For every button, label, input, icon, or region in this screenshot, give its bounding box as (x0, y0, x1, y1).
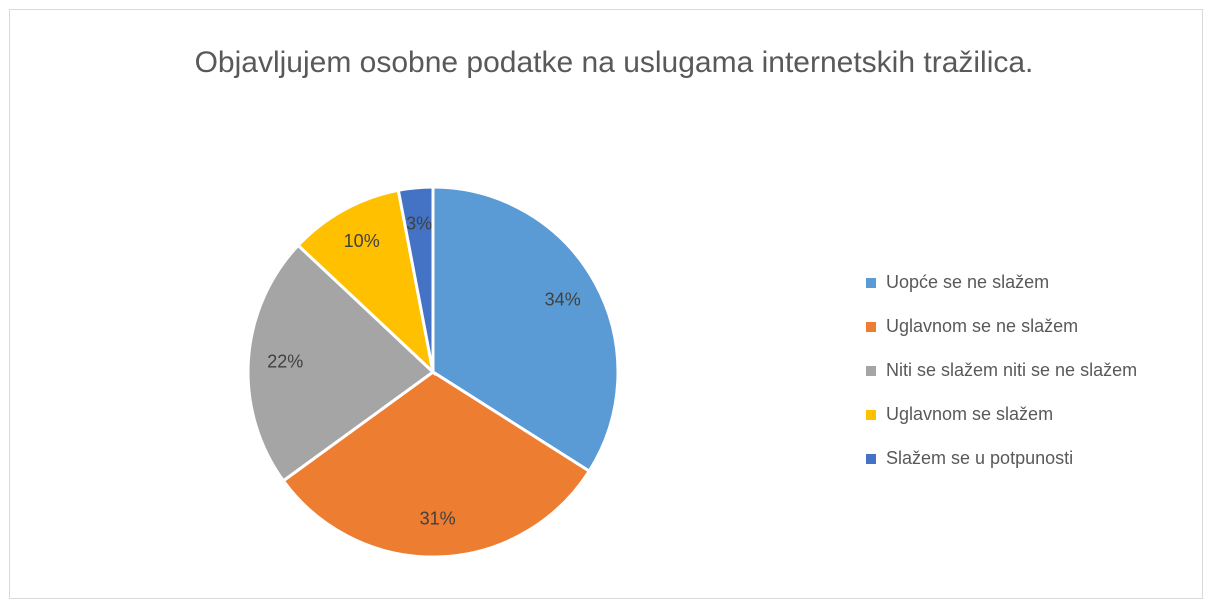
legend-label: Niti se slažem niti se ne slažem (886, 360, 1137, 380)
legend-label: Uglavnom se ne slažem (886, 316, 1078, 336)
legend-label: Uopće se ne slažem (886, 272, 1049, 292)
data-label: 31% (420, 509, 456, 529)
data-label: 3% (406, 213, 432, 233)
legend-label: Slažem se u potpunosti (886, 448, 1073, 468)
data-label: 34% (545, 289, 581, 309)
pie-slice (281, 370, 592, 559)
chart-title: Objavljujem osobne podatke na uslugama i… (194, 46, 1034, 79)
legend-swatch (866, 278, 876, 288)
pie-slice (296, 188, 436, 377)
legend-swatch (866, 454, 876, 464)
data-label: 10% (344, 231, 380, 251)
legend-swatch (866, 366, 876, 376)
legend-swatch (866, 410, 876, 420)
legend-swatch (866, 322, 876, 332)
pie-slice (396, 185, 435, 373)
legend-label: Uglavnom se slažem (886, 404, 1053, 424)
data-label: 22% (267, 351, 303, 371)
pie-slice (246, 243, 436, 483)
